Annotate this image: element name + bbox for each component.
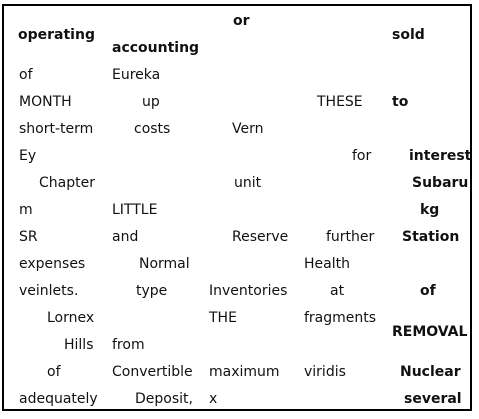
table-cell: THESE [317,94,363,110]
table-cell: several [404,391,462,407]
table-cell: from [112,337,145,353]
header-cell-col3: or [233,13,250,29]
header-cell-col5: sold [392,27,425,43]
table-cell: adequately [19,391,98,407]
table-cell: Convertible [112,364,193,380]
table-cell: type [136,283,168,299]
table-cell: of [47,364,61,380]
table-cell: short-term [19,121,94,137]
table-cell: Lornex [47,310,95,326]
table-cell: Nuclear [400,364,461,380]
table-cell: REMOVAL [392,324,468,340]
table-cell: Deposit, [135,391,193,407]
table-cell: LITTLE [112,202,158,218]
table-cell: Eureka [112,67,161,83]
table-cell: and [112,229,139,245]
header-cell-col1: operating [18,27,95,43]
table-cell: THE [209,310,237,326]
table-cell: up [142,94,160,110]
table-cell: Subaru [412,175,469,191]
table-cell: Vern [232,121,264,137]
table-cell: m [19,202,33,218]
table-cell: kg [420,202,440,218]
table-cell: interest [409,148,472,164]
table-cell: expenses [19,256,86,272]
table-cell: fragments [304,310,377,326]
table-cell: to [392,94,409,110]
table-cell: Chapter [39,175,95,191]
table-cell: Hills [64,337,94,353]
table-cell: Reserve [232,229,289,245]
table-cell: costs [134,121,171,137]
table-cell: of [19,67,33,83]
table-cell: at [330,283,345,299]
table-cell: maximum [209,364,280,380]
table-cell: Ey [19,148,37,164]
table-cell: veinlets. [19,283,79,299]
table-cell: Normal [139,256,190,272]
table-border [2,4,472,411]
header-cell-col2: accounting [112,40,200,56]
table-cell: for [352,148,372,164]
table-cell: MONTH [19,94,72,110]
table-cell: Health [304,256,350,272]
table-cell: SR [19,229,38,245]
table-cell: Inventories [209,283,288,299]
table-cell: x [209,391,218,407]
table-cell: viridis [304,364,346,380]
table-cell: of [420,283,436,299]
table-cell: unit [234,175,262,191]
table-cell: further [326,229,375,245]
table-cell: Station [402,229,460,245]
